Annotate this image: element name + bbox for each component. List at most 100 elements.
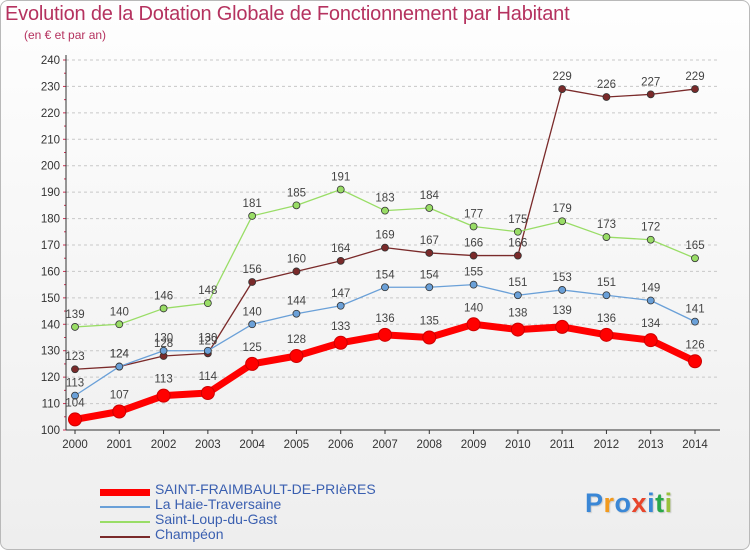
y-tick-label: 180 [41,214,60,226]
y-tick-label: 190 [41,187,60,199]
data-label: 148 [198,285,217,297]
data-point [469,222,478,231]
legend-swatch [100,488,150,496]
x-tick-label: 2006 [328,439,354,451]
data-label: 125 [243,342,262,354]
data-label: 123 [65,351,84,363]
data-label: 166 [508,238,527,250]
data-point [425,283,434,292]
data-point [203,346,212,355]
x-tick-label: 2007 [372,439,398,451]
data-point [336,301,345,310]
x-tick-label: 2004 [239,439,265,451]
data-label: 128 [154,338,173,350]
data-point [292,309,301,318]
data-label: 184 [420,190,440,202]
data-label: 191 [331,172,350,184]
data-label: 185 [287,187,306,199]
data-point [425,249,434,257]
y-tick-label: 100 [41,425,60,437]
data-label: 124 [110,349,130,361]
data-point [646,235,655,244]
data-point [469,280,478,289]
data-point [289,349,304,363]
legend-swatch [100,506,150,508]
data-point [602,93,611,101]
data-point [558,217,567,226]
data-point [558,286,567,294]
data-point [203,299,212,308]
y-tick-label: 240 [41,55,60,67]
x-tick-label: 2013 [638,439,664,451]
data-label: 165 [685,240,704,252]
data-label: 164 [331,243,351,255]
data-label: 133 [331,321,350,333]
legend-label: La Haie-Traversaine [155,496,282,512]
data-point [115,320,124,329]
y-tick-label: 160 [41,266,60,278]
x-tick-label: 2008 [416,439,442,451]
legend-swatch [100,521,150,523]
legend-swatch [100,536,150,538]
y-tick-label: 220 [41,108,60,120]
data-point [381,243,389,252]
data-label: 154 [420,269,440,281]
data-label: 160 [287,253,306,265]
data-point [292,267,301,276]
data-point [602,233,611,241]
data-label: 140 [243,306,262,318]
data-label: 169 [375,230,394,242]
data-point [513,227,522,236]
y-tick-label: 230 [41,81,60,93]
data-label: 177 [464,209,483,221]
data-label: 229 [553,71,572,83]
data-point [336,256,345,265]
data-point [513,291,522,300]
x-tick-label: 2012 [594,439,620,451]
data-point [292,201,301,210]
data-label: 139 [65,309,84,321]
x-tick-label: 2009 [461,439,487,451]
data-point [643,333,658,348]
data-label: 136 [597,313,616,325]
data-label: 167 [420,235,439,247]
y-tick-label: 110 [42,399,60,411]
y-tick-label: 170 [41,240,60,252]
data-label: 154 [375,269,395,281]
data-point [688,354,702,369]
legend-label: Saint-Loup-du-Gast [155,511,278,527]
data-point [691,85,699,93]
data-label: 226 [597,79,616,91]
data-label: 156 [243,264,262,276]
data-point [245,356,260,371]
data-label: 113 [66,378,84,390]
data-point [68,412,82,427]
legend-label: Champéon [155,526,224,542]
data-point [425,204,434,212]
data-label: 151 [508,277,527,289]
data-point [159,346,168,355]
data-point [469,251,478,260]
data-point [646,90,655,99]
data-label: 183 [375,193,394,205]
data-label: 140 [464,302,483,314]
data-label: 155 [464,267,483,279]
data-point [422,330,437,345]
data-point [159,304,168,313]
data-point [248,320,257,329]
data-point [71,391,79,400]
x-tick-label: 2014 [682,439,708,451]
data-label: 147 [331,288,350,300]
y-tick-label: 210 [41,134,60,146]
data-point [513,251,522,260]
data-label: 144 [287,296,307,308]
data-label: 141 [685,304,704,316]
y-tick-label: 120 [41,372,60,384]
data-point [646,296,655,305]
data-label: 149 [641,283,660,295]
x-tick-label: 2011 [550,439,575,451]
data-label: 134 [641,318,661,330]
data-point [336,185,345,194]
data-label: 175 [508,214,527,226]
data-point [691,317,699,326]
